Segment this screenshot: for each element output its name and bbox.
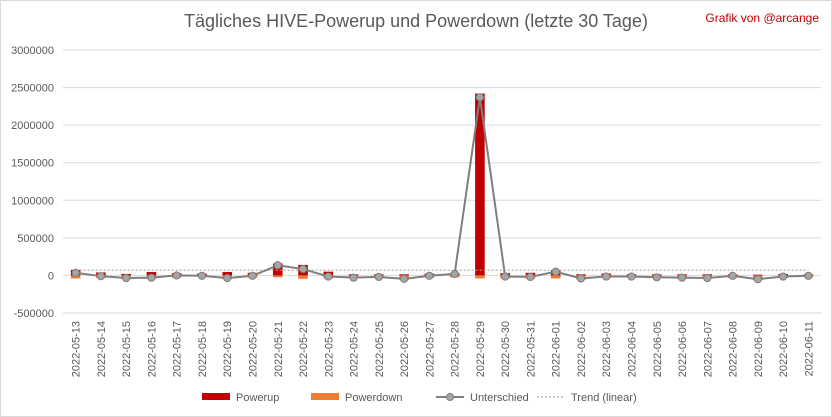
- powerup-bar: [222, 272, 233, 276]
- powerdown-bar: [70, 275, 81, 279]
- x-tick-label: 2022-06-01: [551, 321, 563, 377]
- unterschied-point: [400, 274, 409, 283]
- x-tick-label: 2022-05-31: [525, 321, 537, 377]
- unterschied-point: [551, 267, 560, 276]
- unterschied-point: [804, 271, 813, 280]
- x-tick-label: 2022-05-30: [500, 321, 512, 377]
- y-tick-label: 1500000: [11, 158, 54, 170]
- unterschied-point: [526, 272, 535, 282]
- powerdown-bar: [475, 275, 485, 279]
- x-tick-label: 2022-06-10: [778, 321, 790, 377]
- unterschied-point: [374, 272, 383, 282]
- unterschied-point: [71, 268, 80, 277]
- y-tick-label: 3000000: [11, 45, 54, 57]
- unterschied-point: [273, 261, 282, 270]
- powerdown-bar: [298, 275, 308, 279]
- unterschied-point: [602, 272, 611, 281]
- x-tick-label: 2022-05-14: [96, 321, 108, 377]
- x-tick-label: 2022-06-02: [576, 321, 588, 377]
- unterschied-point: [425, 271, 434, 280]
- y-tick-label: 2500000: [11, 83, 54, 95]
- x-tick-label: 2022-05-25: [374, 321, 386, 377]
- chart-title: Tägliches HIVE-Powerup und Powerdown (le…: [184, 11, 648, 31]
- unterschied-point: [703, 273, 712, 283]
- legend-label: Unterschied: [470, 392, 529, 404]
- y-tick-label: -500000: [14, 308, 54, 320]
- x-tick-label: 2022-05-19: [222, 321, 234, 377]
- y-tick-label: 500000: [17, 233, 54, 245]
- powerup-bar: [272, 263, 283, 276]
- x-tick-label: 2022-06-03: [601, 321, 613, 377]
- unterschied-line: [75, 97, 809, 281]
- x-tick-label: 2022-05-29: [475, 321, 487, 377]
- legend-marker: [446, 393, 454, 401]
- legend-label: Trend (linear): [571, 392, 637, 404]
- x-tick-label: 2022-06-07: [702, 321, 714, 377]
- unterschied-point: [147, 273, 156, 282]
- unterschied-point: [172, 271, 181, 280]
- unterschied-point: [652, 273, 661, 282]
- unterschied-point: [627, 272, 636, 281]
- unterschied-point: [298, 264, 308, 274]
- unterschied-point: [223, 273, 232, 283]
- x-tick-label: 2022-06-11: [803, 321, 815, 376]
- unterschied-point: [450, 269, 459, 279]
- legend-label: Powerup: [236, 392, 279, 404]
- x-tick-label: 2022-05-22: [298, 321, 310, 377]
- unterschied-point: [122, 273, 131, 283]
- powerup-bar: [753, 274, 763, 276]
- legend-swatch: [311, 393, 339, 400]
- x-tick-label: 2022-06-05: [652, 321, 664, 377]
- x-tick-label: 2022-05-20: [248, 321, 260, 377]
- chart-credit: Grafik von @arcange: [705, 11, 819, 25]
- unterschied-point: [96, 272, 106, 281]
- powerdown-bar: [272, 275, 283, 278]
- powerup-bar: [475, 93, 485, 276]
- legend-label: Powerdown: [345, 392, 402, 404]
- x-tick-label: 2022-05-28: [450, 321, 462, 377]
- unterschied-point: [779, 272, 788, 281]
- x-tick-label: 2022-05-27: [424, 321, 436, 377]
- x-tick-label: 2022-05-17: [172, 321, 184, 377]
- x-tick-label: 2022-06-06: [677, 321, 689, 377]
- unterschied-point: [677, 273, 687, 282]
- y-tick-label: 2000000: [11, 120, 54, 132]
- x-tick-label: 2022-06-08: [728, 321, 740, 377]
- unterschied-point: [197, 271, 207, 280]
- x-tick-label: 2022-05-21: [273, 321, 285, 377]
- x-tick-label: 2022-06-09: [753, 321, 765, 377]
- legend-swatch: [202, 393, 230, 400]
- unterschied-point: [576, 274, 586, 283]
- unterschied-point: [324, 272, 333, 281]
- x-tick-label: 2022-05-26: [399, 321, 411, 377]
- x-tick-label: 2022-05-15: [121, 321, 133, 377]
- unterschied-point: [753, 275, 762, 284]
- y-tick-label: 1000000: [11, 195, 54, 207]
- x-tick-label: 2022-05-23: [323, 321, 335, 377]
- unterschied-point: [349, 273, 358, 282]
- unterschied-point: [248, 271, 257, 280]
- x-tick-label: 2022-05-13: [71, 321, 83, 377]
- x-tick-label: 2022-05-18: [197, 321, 209, 377]
- unterschied-point: [728, 271, 737, 280]
- x-tick-label: 2022-05-16: [146, 321, 158, 377]
- powerdown-bar: [550, 275, 561, 279]
- unterschied-point: [501, 272, 510, 281]
- x-tick-label: 2022-05-24: [349, 321, 361, 377]
- y-tick-label: 0: [48, 270, 54, 282]
- unterschied-point: [475, 93, 484, 102]
- x-tick-label: 2022-06-04: [627, 321, 639, 377]
